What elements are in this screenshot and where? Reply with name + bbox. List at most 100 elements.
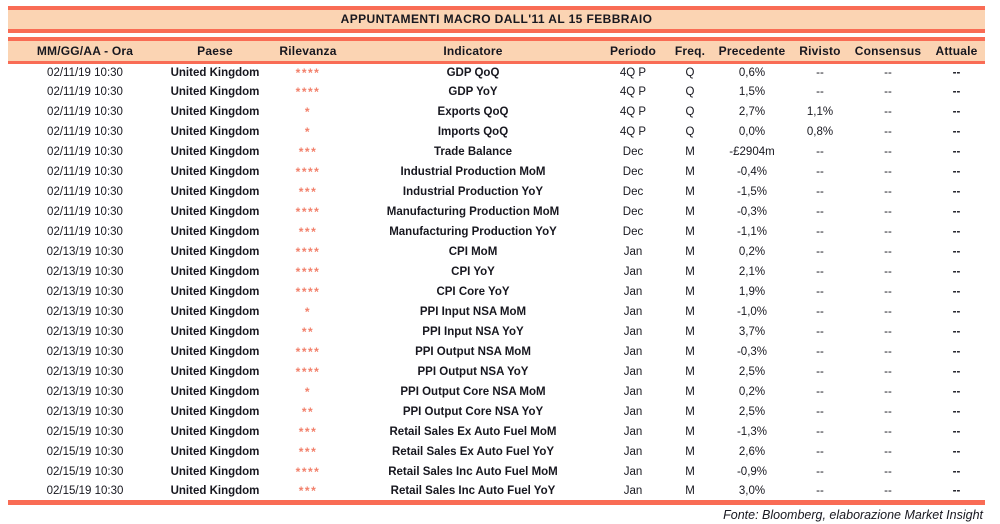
table-row: 02/15/19 10:30 United Kingdom *** Retail… xyxy=(8,422,985,442)
cell-country: United Kingdom xyxy=(170,406,260,418)
cell-period: 4Q P xyxy=(619,106,647,118)
cell-actual: -- xyxy=(952,366,961,378)
table-row: 02/15/19 10:30 United Kingdom *** Retail… xyxy=(8,482,985,502)
cell-datetime: 02/11/19 10:30 xyxy=(47,146,123,158)
cell-consensus: -- xyxy=(884,126,892,138)
cell-country: United Kingdom xyxy=(170,106,260,118)
cell-previous: -0,9% xyxy=(736,466,768,478)
cell-freq: M xyxy=(685,186,695,198)
cell-period: Dec xyxy=(622,146,644,158)
cell-relevance: **** xyxy=(295,285,321,299)
cell-relevance: * xyxy=(304,305,312,319)
cell-revised: -- xyxy=(816,406,824,418)
cell-revised: -- xyxy=(816,366,824,378)
cell-consensus: -- xyxy=(884,366,892,378)
cell-datetime: 02/13/19 10:30 xyxy=(46,326,124,338)
table-row: 02/11/19 10:30 United Kingdom **** GDP Y… xyxy=(8,82,985,102)
cell-revised: -- xyxy=(816,246,824,258)
cell-actual: -- xyxy=(952,146,961,158)
cell-indicator: Manufacturing Production MoM xyxy=(386,206,560,218)
cell-consensus: -- xyxy=(884,346,892,358)
cell-freq: M xyxy=(685,326,695,338)
cell-previous: 2,5% xyxy=(738,366,766,378)
cell-previous: 0,2% xyxy=(738,386,766,398)
cell-datetime: 02/11/19 10:30 xyxy=(47,166,123,178)
cell-period: Jan xyxy=(623,466,643,478)
cell-actual: -- xyxy=(952,466,961,478)
cell-country: United Kingdom xyxy=(170,226,260,238)
cell-previous: 0,0% xyxy=(738,126,766,138)
cell-freq: M xyxy=(685,446,695,458)
cell-country: United Kingdom xyxy=(170,346,260,358)
cell-revised: -- xyxy=(816,266,824,278)
cell-freq: M xyxy=(685,146,695,158)
cell-period: 4Q P xyxy=(619,66,647,79)
table-row: 02/13/19 10:30 United Kingdom * PPI Inpu… xyxy=(8,302,985,322)
cell-freq: M xyxy=(685,166,695,178)
cell-previous: -1,0% xyxy=(736,306,768,318)
cell-previous: -1,1% xyxy=(736,226,768,238)
cell-indicator: Retail Sales Ex Auto Fuel MoM xyxy=(389,426,557,438)
cell-revised: -- xyxy=(816,66,824,79)
cell-indicator: PPI Output NSA MoM xyxy=(415,346,531,358)
col-header-freq: Freq. xyxy=(668,37,712,64)
table-row: 02/13/19 10:30 United Kingdom **** PPI O… xyxy=(8,362,985,382)
cell-revised: -- xyxy=(816,386,824,398)
cell-period: Jan xyxy=(623,386,643,398)
cell-datetime: 02/15/19 10:30 xyxy=(46,426,124,438)
cell-previous: -0,4% xyxy=(736,166,768,178)
cell-period: Dec xyxy=(622,186,644,198)
cell-freq: M xyxy=(685,266,695,278)
cell-period: Jan xyxy=(623,286,643,298)
cell-freq: M xyxy=(685,386,695,398)
cell-consensus: -- xyxy=(884,186,892,198)
cell-actual: -- xyxy=(952,406,961,418)
cell-country: United Kingdom xyxy=(170,246,260,258)
cell-previous: 0,6% xyxy=(738,66,766,79)
cell-revised: -- xyxy=(816,226,824,238)
cell-consensus: -- xyxy=(884,206,892,218)
cell-actual: -- xyxy=(952,266,961,278)
cell-revised: -- xyxy=(816,326,824,338)
cell-indicator: GDP YoY xyxy=(448,86,498,98)
cell-indicator: PPI Output NSA YoY xyxy=(417,366,529,378)
cell-freq: Q xyxy=(685,66,695,79)
col-header-revised: Rivisto xyxy=(792,37,848,64)
cell-actual: -- xyxy=(952,286,961,298)
table-row: 02/11/19 10:30 United Kingdom *** Manufa… xyxy=(8,222,985,242)
cell-country: United Kingdom xyxy=(170,126,260,138)
cell-actual: -- xyxy=(952,346,961,358)
cell-period: Dec xyxy=(622,166,644,178)
cell-relevance: *** xyxy=(298,145,318,159)
cell-actual: -- xyxy=(952,246,961,258)
cell-period: Jan xyxy=(623,306,643,318)
cell-datetime: 02/13/19 10:30 xyxy=(46,286,124,298)
table-body: 02/11/19 10:30 United Kingdom **** GDP Q… xyxy=(8,62,985,502)
cell-indicator: CPI YoY xyxy=(451,266,495,278)
table-row: 02/11/19 10:30 United Kingdom **** GDP Q… xyxy=(8,62,985,82)
table-row: 02/13/19 10:30 United Kingdom ** PPI Out… xyxy=(8,402,985,422)
cell-consensus: -- xyxy=(884,226,892,238)
cell-previous: 2,5% xyxy=(738,406,766,418)
cell-period: Jan xyxy=(623,426,643,438)
cell-consensus: -- xyxy=(884,66,892,79)
cell-datetime: 02/11/19 10:30 xyxy=(47,106,123,118)
col-header-consensus: Consensus xyxy=(848,37,928,64)
cell-datetime: 02/13/19 10:30 xyxy=(46,366,124,378)
cell-relevance: *** xyxy=(298,445,318,459)
cell-previous: -1,3% xyxy=(736,426,768,438)
cell-relevance: ** xyxy=(301,325,315,339)
cell-relevance: **** xyxy=(295,365,321,379)
cell-indicator: Manufacturing Production YoY xyxy=(389,226,557,238)
cell-actual: -- xyxy=(952,426,961,438)
cell-freq: M xyxy=(685,206,695,218)
cell-revised: -- xyxy=(816,146,824,158)
cell-indicator: CPI MoM xyxy=(448,246,498,258)
col-header-indicator: Indicatore xyxy=(348,37,598,64)
cell-datetime: 02/11/19 10:30 xyxy=(47,126,123,138)
cell-consensus: -- xyxy=(884,426,892,438)
cell-period: Jan xyxy=(623,446,643,458)
cell-consensus: -- xyxy=(884,286,892,298)
cell-country: United Kingdom xyxy=(170,266,260,278)
cell-relevance: **** xyxy=(295,85,321,99)
